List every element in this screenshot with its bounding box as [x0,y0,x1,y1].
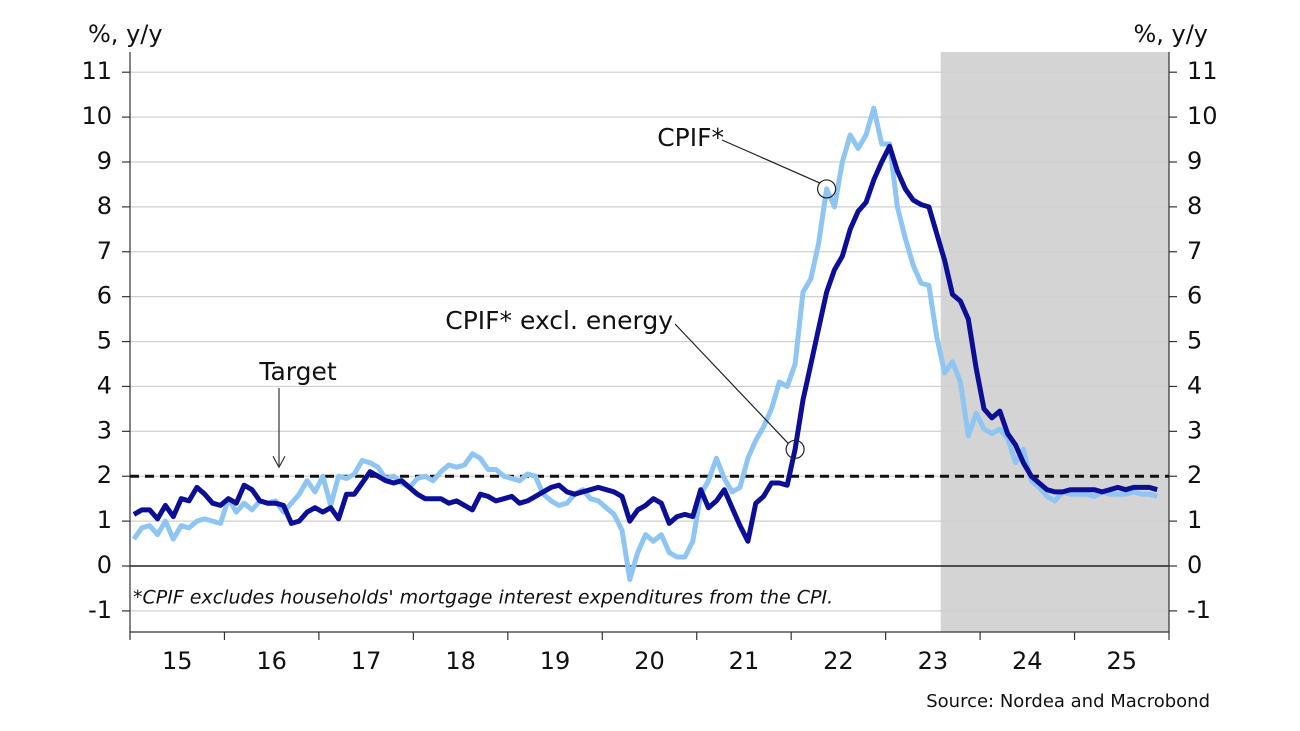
x-tick-label: 19 [540,647,571,675]
x-tick-label: 25 [1106,647,1137,675]
x-tick-label: 24 [1012,647,1043,675]
footnote: *CPIF excludes households' mortgage inte… [133,587,833,609]
y2-tick-label: 3 [1187,416,1202,444]
source: Source: Nordea and Macrobond [926,691,1210,712]
series-label: CPIF* excl. energy [445,306,673,335]
series-line [132,143,1158,544]
y2-tick-label: 2 [1187,461,1202,489]
y-tick-label: 8 [97,192,112,220]
y-axis-label: %, y/y [88,20,163,48]
target-label: Target [258,357,337,386]
y2-tick-label: 8 [1187,192,1202,220]
x-tick-label: 17 [351,647,382,675]
y-tick-label: 0 [97,551,112,579]
callout-circle [817,179,837,199]
arrow-head [272,455,286,469]
y-tick-label: 6 [97,282,112,310]
x-tick-label: 20 [634,647,665,675]
series-label: CPIF* [657,123,724,152]
series-line [131,105,1158,582]
y2-tick-label: 11 [1187,57,1218,85]
y-tick-label: 5 [97,327,112,355]
y-tick-label: 2 [97,461,112,489]
x-tick-label: 21 [729,647,760,675]
y-tick-label: 1 [97,506,112,534]
y-tick-label: 10 [81,102,112,130]
x-tick-label: 16 [256,647,287,675]
y-tick-label: 3 [97,416,112,444]
y-tick-label: 9 [97,147,112,175]
y2-tick-label: 5 [1187,327,1202,355]
y-tick-label: 4 [97,371,112,399]
y-tick-label: 7 [97,237,112,265]
x-tick-label: 15 [162,647,193,675]
y2-tick-label: 7 [1187,237,1202,265]
x-tick-label: 23 [918,647,949,675]
y2-tick-label: 9 [1187,147,1202,175]
x-tick-label: 22 [823,647,854,675]
callout-line [721,139,820,184]
y-tick-label: -1 [88,596,112,624]
callout-line [674,323,789,444]
y2-tick-label: 0 [1187,551,1202,579]
y2-tick-label: 10 [1187,102,1218,130]
y2-tick-label: 1 [1187,506,1202,534]
x-tick-label: 18 [445,647,476,675]
y2-tick-label: -1 [1187,596,1211,624]
y2-tick-label: 6 [1187,282,1202,310]
y2-tick-label: 4 [1187,371,1202,399]
callout-circle [785,439,805,459]
y-tick-label: 11 [81,57,112,85]
y2-axis-label: %, y/y [1133,20,1208,48]
